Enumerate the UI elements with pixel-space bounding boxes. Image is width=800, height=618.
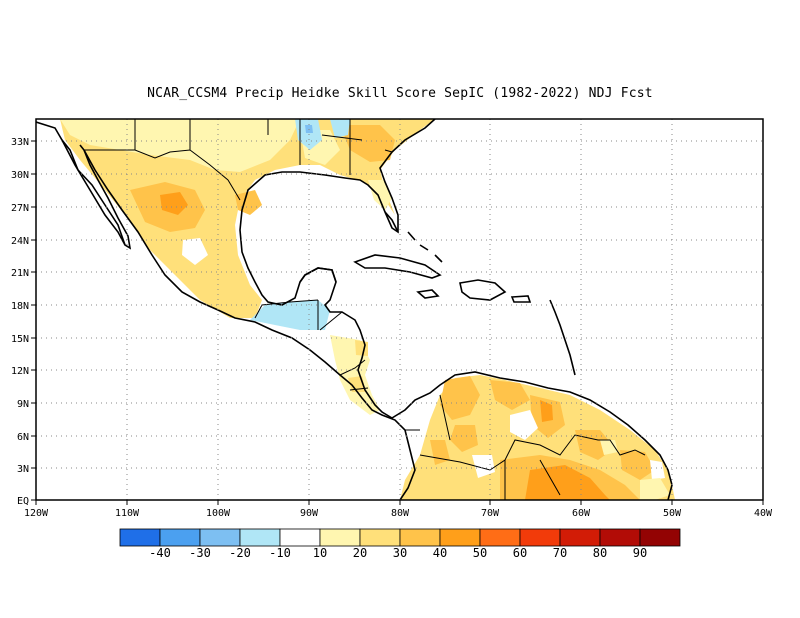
colorbar-label: 70 (553, 546, 567, 560)
colorbar: -40 -30 -20 -10 10 20 30 40 50 60 70 80 … (119, 528, 681, 560)
lat-label: 33N (11, 137, 29, 148)
lat-label: EQ (17, 496, 29, 507)
colorbar-swatch (599, 528, 641, 547)
colorbar-swatches (119, 528, 681, 547)
colorbar-swatch (239, 528, 281, 547)
lat-label: 18N (11, 301, 29, 312)
colorbar-labels: -40 -30 -20 -10 10 20 30 40 50 60 70 80 … (149, 546, 647, 560)
colorbar-swatch (479, 528, 521, 547)
colorbar-label: -40 (149, 546, 171, 560)
colorbar-label: 40 (433, 546, 447, 560)
colorbar-swatch (119, 528, 161, 547)
tick-marks (31, 140, 764, 505)
lat-label: 6N (17, 432, 29, 443)
lat-label: 21N (11, 268, 29, 279)
colorbar-label: -30 (189, 546, 211, 560)
colorbar-label: 80 (593, 546, 607, 560)
colorbar-label: 20 (353, 546, 367, 560)
latitude-labels: 33N 30N 27N 24N 21N 18N 15N 12N 9N 6N 3N… (11, 137, 29, 507)
colorbar-swatch (639, 528, 681, 547)
skill-shading (60, 119, 675, 500)
lon-label: 120W (24, 508, 49, 519)
lat-label: 30N (11, 170, 29, 181)
colorbar-label: 30 (393, 546, 407, 560)
lon-label: 100W (206, 508, 231, 519)
colorbar-swatch (159, 528, 201, 547)
lon-label: 90W (300, 508, 319, 519)
colorbar-swatch (439, 528, 481, 547)
colorbar-swatch (279, 528, 321, 547)
lon-label: 40W (754, 508, 773, 519)
lon-label: 80W (391, 508, 410, 519)
colorbar-swatch (319, 528, 361, 547)
colorbar-label: 10 (313, 546, 327, 560)
colorbar-label: 60 (513, 546, 527, 560)
colorbar-swatch (199, 528, 241, 547)
colorbar-swatch (559, 528, 601, 547)
colorbar-swatch (519, 528, 561, 547)
lon-label: 60W (572, 508, 591, 519)
colorbar-label: -20 (229, 546, 251, 560)
colorbar-label: 50 (473, 546, 487, 560)
graticule (36, 119, 763, 500)
lat-label: 9N (17, 399, 29, 410)
colorbar-swatch (359, 528, 401, 547)
lon-label: 50W (663, 508, 682, 519)
colorbar-label: 90 (633, 546, 647, 560)
lon-label: 110W (115, 508, 140, 519)
lat-label: 27N (11, 203, 29, 214)
lat-label: 24N (11, 236, 29, 247)
longitude-labels: 120W 110W 100W 90W 80W 70W 60W 50W 40W (24, 508, 773, 519)
colorbar-label: -10 (269, 546, 291, 560)
lat-label: 12N (11, 366, 29, 377)
map-title: NCAR_CCSM4 Precip Heidke Skill Score Sep… (147, 86, 653, 101)
lat-label: 15N (11, 334, 29, 345)
lon-label: 70W (481, 508, 500, 519)
colorbar-swatch (399, 528, 441, 547)
lat-label: 3N (17, 464, 29, 475)
